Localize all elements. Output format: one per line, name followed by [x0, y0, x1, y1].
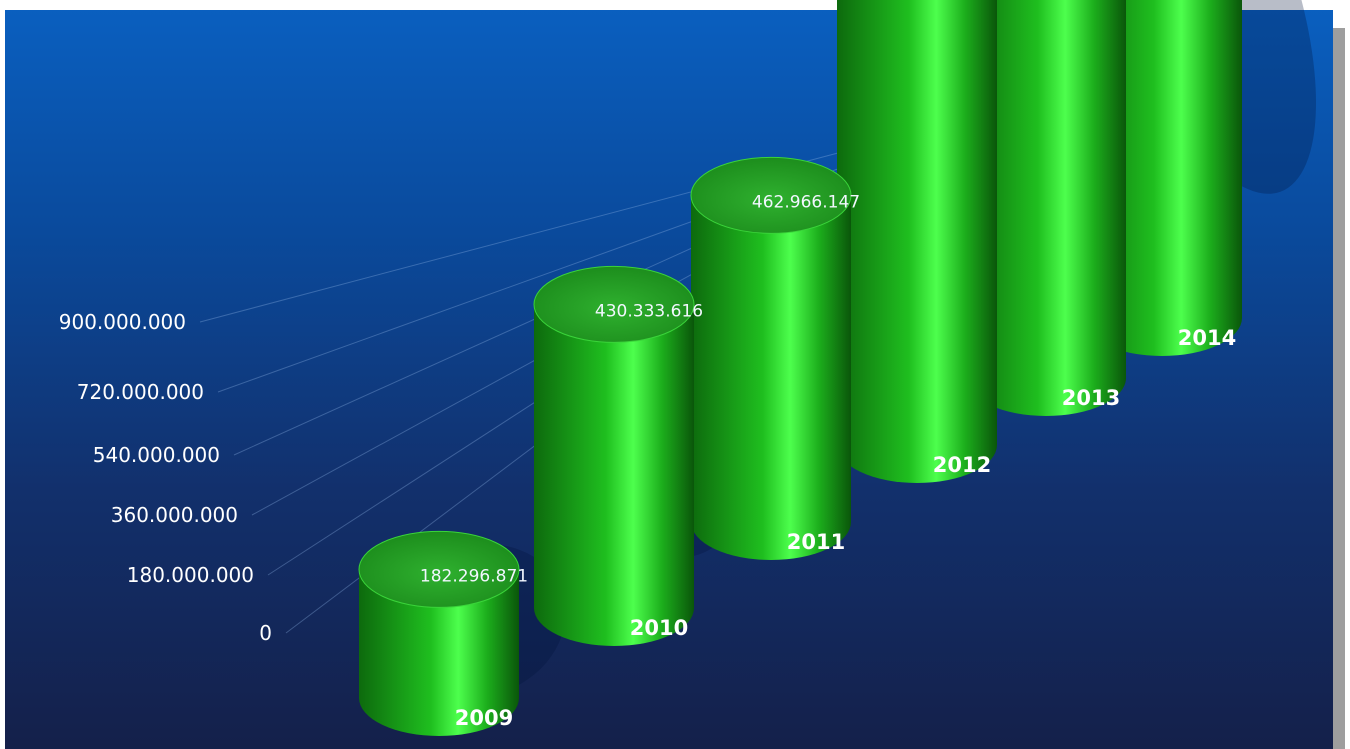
x-category-label: 2011 [787, 530, 845, 554]
x-category-label: 2009 [455, 706, 513, 730]
bar-body [359, 569, 519, 736]
bar-top [690, 156, 852, 234]
x-category-label: 2012 [933, 453, 991, 477]
bar-top [358, 530, 520, 608]
bar-top [533, 265, 695, 343]
bar-2012: 696.977.3332012 [837, 0, 997, 483]
bar-value-label: 430.333.616 [595, 301, 703, 321]
y-tick-label: 360.000.000 [111, 503, 238, 527]
panel-shadow [1333, 28, 1345, 749]
bar-value-label: 182.296.871 [420, 566, 528, 586]
bar-shadow [1087, 0, 1317, 194]
x-category-label: 2014 [1178, 326, 1236, 350]
x-category-label: 2010 [630, 616, 688, 640]
bar-2009: 182.296.871 2009 [358, 530, 528, 736]
y-tick-label: 0 [259, 621, 272, 645]
bar-body [534, 304, 694, 646]
y-tick-label: 540.000.000 [93, 443, 220, 467]
bars-layer: 807.700.0832014721.525.5862013696.977.33… [358, 0, 1242, 736]
bar-body [691, 195, 851, 560]
bar-body [966, 0, 1126, 416]
bar-value-label: 462.966.147 [752, 192, 860, 212]
y-tick-label: 900.000.000 [59, 310, 186, 334]
y-tick-label: 180.000.000 [127, 563, 254, 587]
bar-body [837, 0, 997, 483]
y-tick-label: 720.000.000 [77, 380, 204, 404]
bar-2013: 721.525.5862013 [966, 0, 1126, 416]
y-axis-ticks: 0 180.000.000 360.000.000 540.000.000 720.00… [59, 310, 272, 645]
x-category-label: 2013 [1062, 386, 1120, 410]
bar-2010: 430.333.616 2010 [533, 265, 703, 646]
bar-2011: 462.966.147 2011 [690, 156, 860, 560]
